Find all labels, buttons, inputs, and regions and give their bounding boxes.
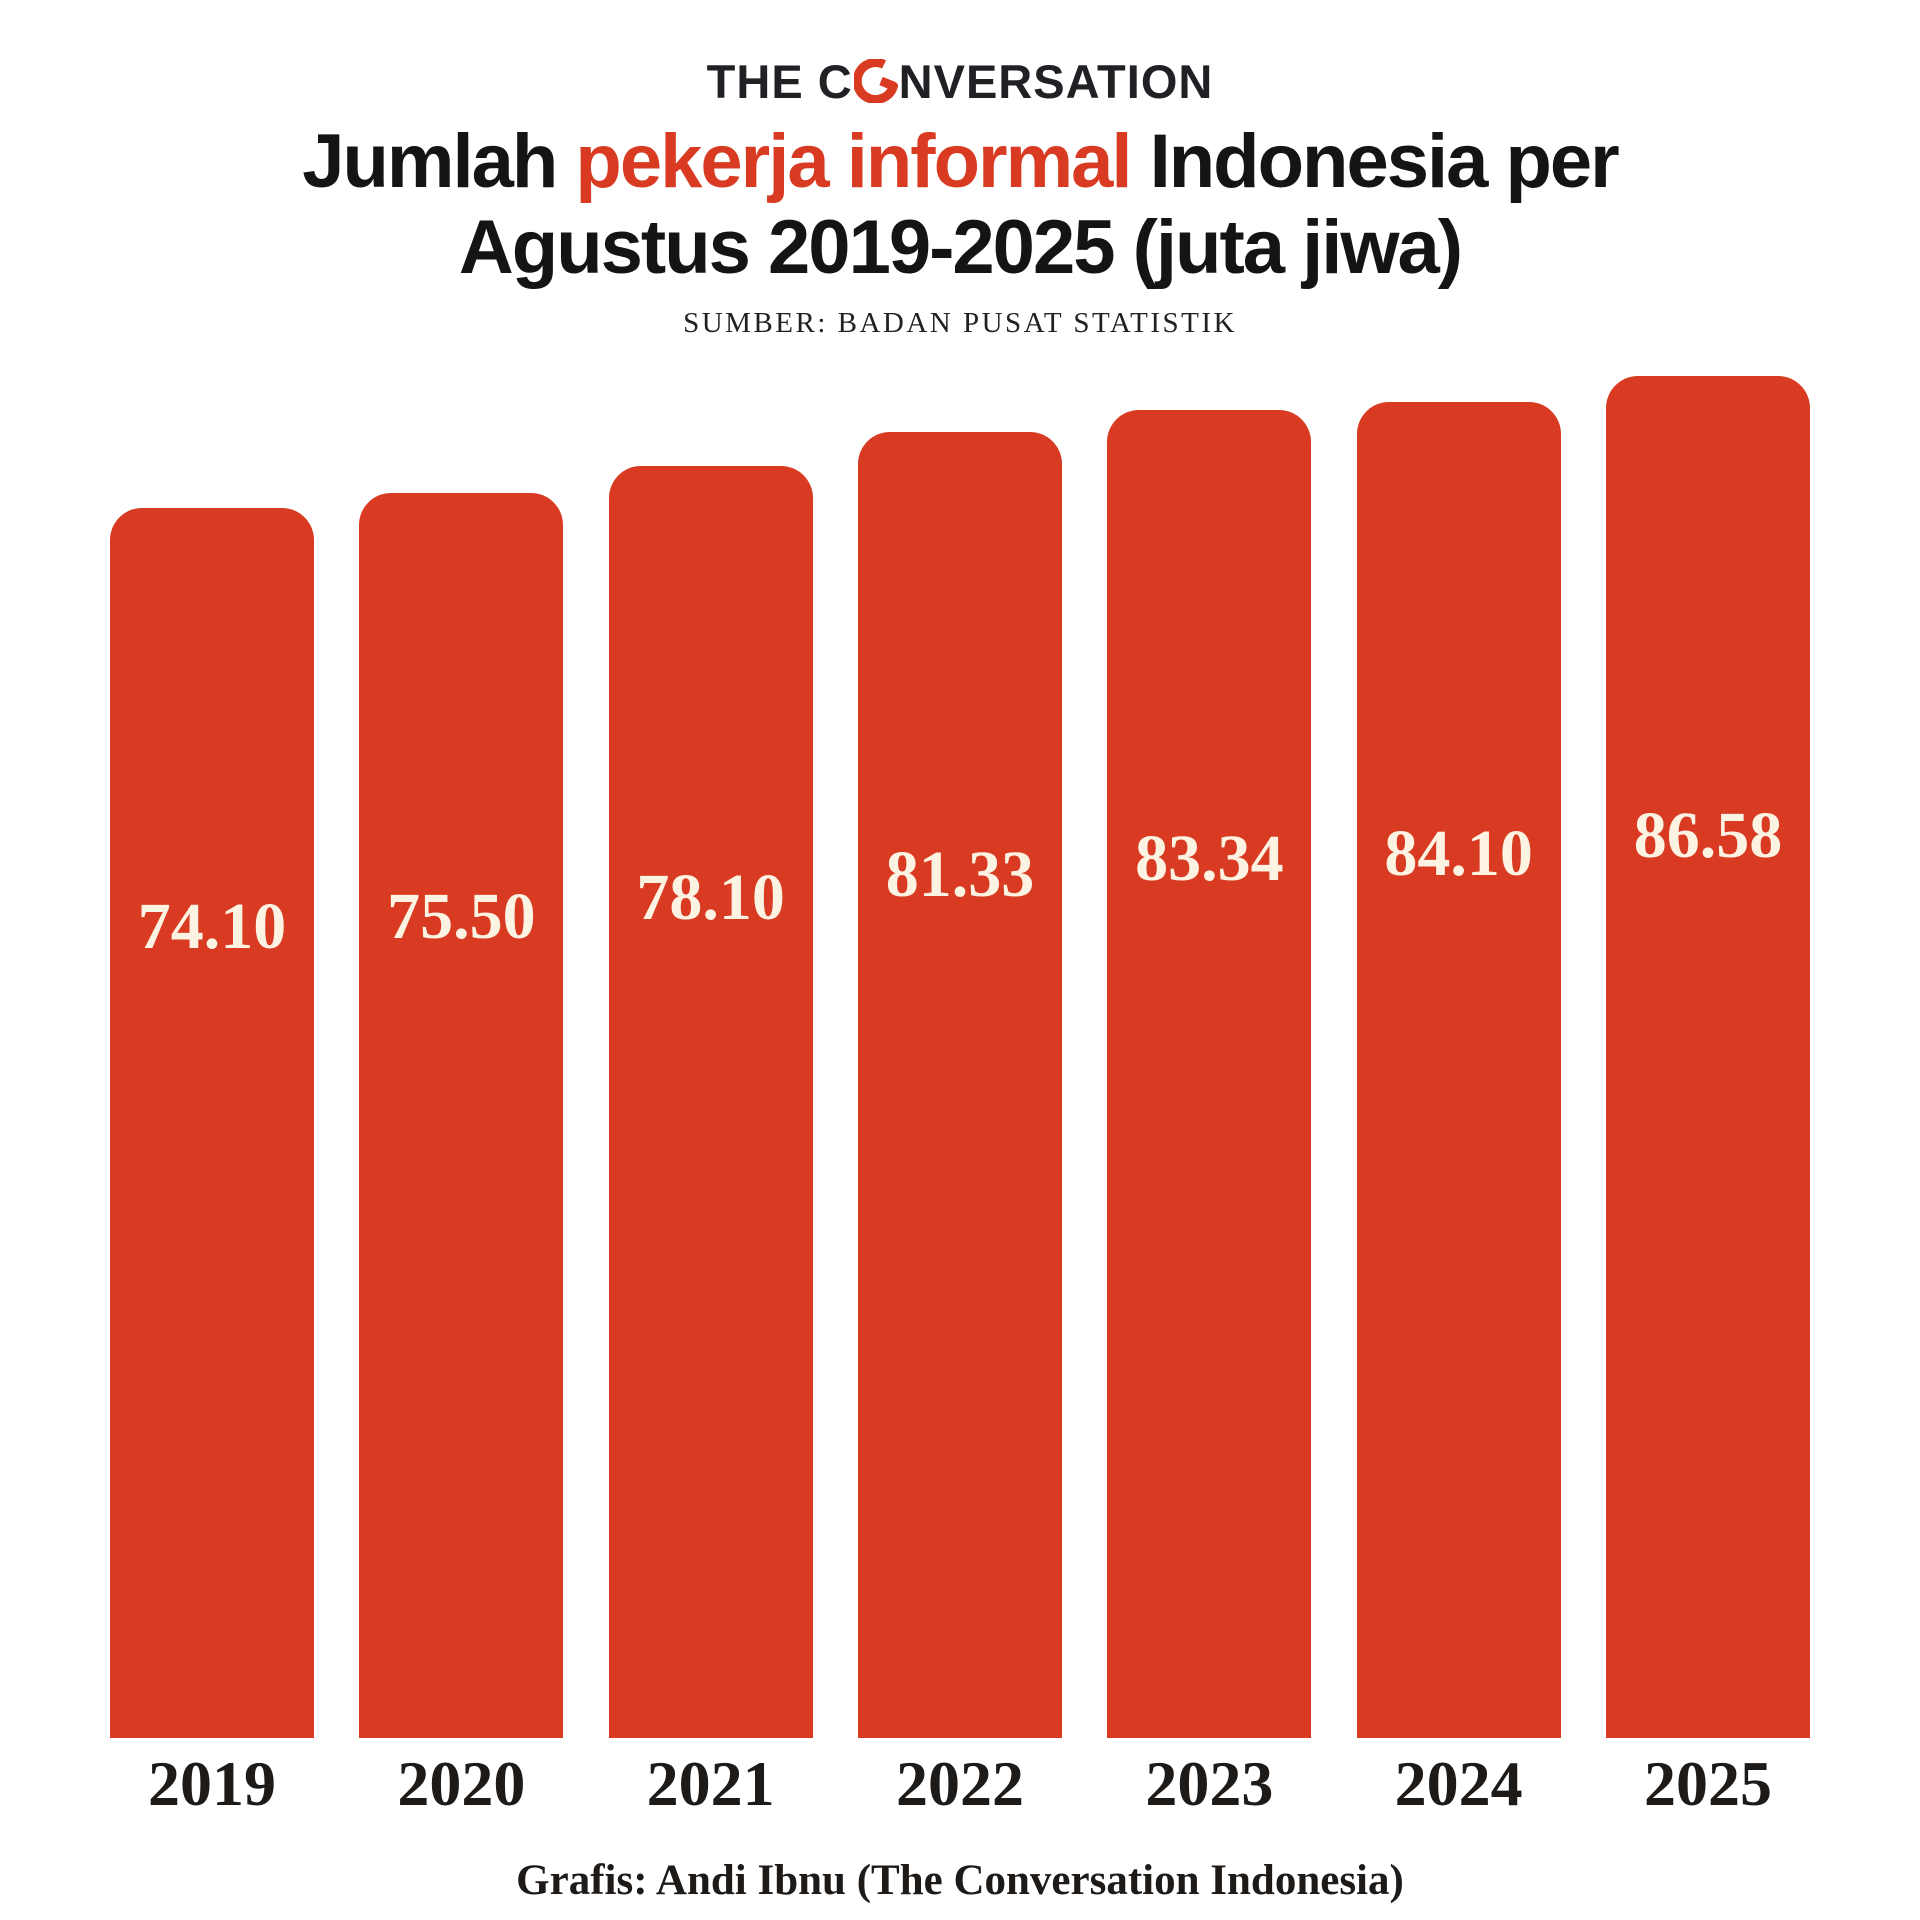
title-part2: Indonesia per <box>1130 119 1620 204</box>
bar-column: 81.33 2022 <box>857 431 1062 1819</box>
bar-column: 83.34 2023 <box>1107 409 1312 1819</box>
logo-o-icon <box>852 58 898 105</box>
bar-2022: 81.33 <box>857 431 1062 1738</box>
logo-text-right: NVERSATION <box>898 55 1214 108</box>
bar-year-label: 2020 <box>397 1747 526 1819</box>
chart-title: Jumlah pekerja informal Indonesia per Ag… <box>0 119 1920 291</box>
source-label: SUMBER: BADAN PUSAT STATISTIK <box>683 306 1237 339</box>
bar-value-label: 83.34 <box>1135 822 1284 896</box>
bar-year-label: 2022 <box>895 1747 1024 1819</box>
infographic: THE C NVERSATION Jumlah pekerja informal … <box>0 58 1920 1920</box>
title-highlight: pekerja informal <box>575 119 1132 204</box>
bar-column: 78.10 2021 <box>608 465 813 1819</box>
bar-year-label: 2021 <box>646 1747 775 1819</box>
bar-year-label: 2023 <box>1145 1747 1274 1819</box>
bar-value-label: 84.10 <box>1384 816 1533 890</box>
bar-2024: 84.10 <box>1356 401 1561 1738</box>
logo-text-left: THE C <box>706 55 853 108</box>
bar-column: 84.10 2024 <box>1356 401 1561 1819</box>
bar-column: 75.50 2020 <box>359 492 564 1819</box>
logo: THE C NVERSATION <box>0 58 1920 105</box>
bar-value-label: 74.10 <box>137 890 287 964</box>
bar-column: 74.10 2019 <box>110 507 314 1819</box>
bar-2025: 86.58 <box>1605 375 1810 1738</box>
title-part1: Jumlah <box>302 119 576 204</box>
bar-year-label: 2024 <box>1394 1747 1523 1819</box>
bar-column: 86.58 2025 <box>1605 375 1810 1819</box>
title-line2: Agustus 2019-2025 (juta jiwa) <box>458 204 1463 290</box>
bar-value-label: 86.58 <box>1633 798 1783 872</box>
bar-2019: 74.10 <box>110 507 314 1738</box>
credit-label: Grafis: Andi Ibnu (The Conversation Indo… <box>516 1856 1404 1904</box>
bar-chart: 74.10 2019 75.50 2020 78.10 2021 81.33 2022 83.3… <box>110 374 1810 1816</box>
bar-year-label: 2019 <box>148 1747 276 1819</box>
bar-value-label: 81.33 <box>885 837 1035 911</box>
bar-2021: 78.10 <box>608 465 813 1738</box>
bar-2020: 75.50 <box>359 492 564 1738</box>
bar-year-label: 2025 <box>1643 1747 1772 1819</box>
bar-2023: 83.34 <box>1107 409 1312 1738</box>
bar-value-label: 78.10 <box>636 861 785 935</box>
bar-value-label: 75.50 <box>387 879 536 953</box>
